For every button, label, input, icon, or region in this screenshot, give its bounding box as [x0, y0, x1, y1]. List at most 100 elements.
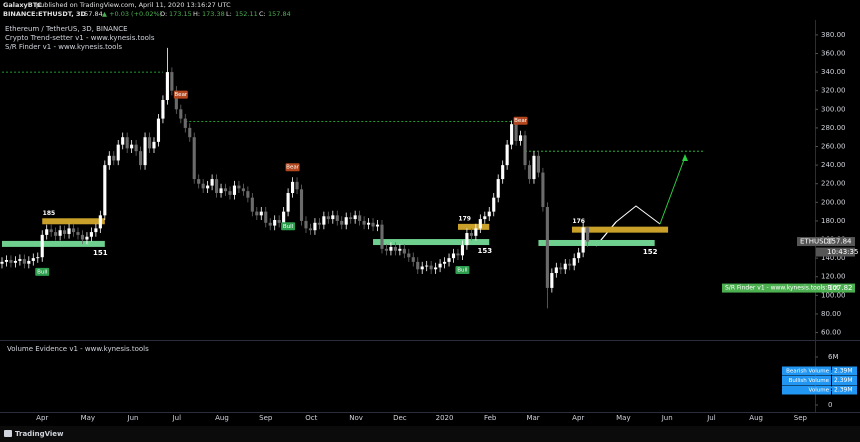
candle-body: [228, 191, 232, 195]
candle-body: [121, 137, 125, 145]
candle-body: [188, 127, 192, 138]
candle-body: [273, 220, 277, 226]
footer-brand: TradingView: [15, 430, 64, 438]
x-tick-label: Nov: [349, 414, 363, 422]
y-tick-label: 140.00: [821, 254, 846, 262]
candle-body: [514, 124, 518, 141]
candle-body: [559, 267, 563, 270]
candle-body: [80, 234, 85, 240]
volume-legend-box: [782, 366, 831, 376]
x-tick-label: Aug: [749, 414, 763, 422]
y-tick-label: 120.00: [821, 273, 846, 281]
volume-legend-name: Bullish Volume: [789, 378, 830, 384]
candle-body: [407, 253, 411, 258]
sr-label: 153: [477, 247, 492, 255]
candle-body: [425, 265, 429, 267]
candle-body: [451, 253, 456, 259]
candle-body: [349, 217, 353, 220]
candle-body: [492, 197, 496, 212]
candle-body: [340, 220, 344, 225]
x-tick-label: Jul: [706, 414, 716, 422]
candle-body: [18, 259, 22, 261]
candle-body: [353, 215, 357, 220]
candle-body: [358, 215, 362, 221]
candle-body: [469, 233, 473, 236]
candle-body: [36, 257, 40, 259]
candle-body: [94, 228, 98, 233]
y-tick-label: 380.00: [821, 31, 846, 39]
candle-body: [264, 211, 268, 223]
x-tick-label: Jun: [661, 414, 673, 422]
candle-body: [411, 257, 415, 262]
candle-body: [54, 232, 58, 236]
x-tick-label: Apr: [572, 414, 584, 422]
candle-body: [371, 222, 375, 227]
candle-body: [478, 219, 482, 229]
candle-body: [527, 165, 532, 180]
candle-body: [89, 232, 93, 237]
candle-body: [291, 181, 295, 194]
candle-body: [139, 151, 143, 166]
signal-label: Bull: [283, 224, 294, 230]
candle-body: [563, 263, 567, 270]
candle-body: [237, 185, 241, 189]
footer-bar: [0, 426, 860, 442]
x-tick-label: Jun: [127, 414, 139, 422]
candle-body: [130, 144, 134, 149]
candle-body: [49, 229, 53, 233]
candle-body: [429, 265, 433, 270]
sr-label: 185: [43, 210, 56, 217]
x-tick-label: Jul: [172, 414, 182, 422]
ohlc-value: 157.84: [268, 10, 291, 18]
x-tick-label: Dec: [393, 414, 407, 422]
candle-body: [389, 246, 393, 251]
candle-body: [22, 259, 26, 264]
x-tick-label: Sep: [259, 414, 273, 422]
logo: [4, 430, 12, 437]
candle-body: [322, 216, 326, 225]
candle-body: [161, 100, 165, 119]
volume-legend-value: 2.39M: [834, 377, 853, 384]
candle-body: [134, 144, 138, 152]
volume-legend-value-box: [832, 376, 857, 385]
candle-body: [420, 266, 424, 270]
candle-body: [434, 267, 438, 270]
candle-body: [393, 246, 397, 251]
candle-body: [125, 137, 129, 149]
candle-body: [367, 222, 371, 225]
signal-label: Bear: [286, 165, 300, 171]
candle-body: [474, 228, 478, 236]
candle-body: [282, 211, 286, 223]
volume-legend-value: 2.39M: [834, 387, 853, 394]
volume-legend-box: [782, 376, 831, 385]
sr-label: 151: [93, 249, 108, 257]
volume-legend-value-box: [832, 385, 857, 395]
ohlc-value: 152.11: [235, 10, 258, 18]
candle-body: [344, 217, 348, 225]
countdown: 10:43:35: [827, 248, 858, 256]
candle-body: [192, 137, 196, 180]
candle-body: [518, 135, 523, 141]
y-tick-label: 80.00: [821, 310, 841, 318]
candle-body: [45, 229, 49, 235]
ohlc-label: C:: [259, 10, 266, 18]
candle-body: [67, 228, 71, 234]
candle-body: [286, 193, 290, 212]
signal-label: Bear: [174, 92, 188, 98]
candle-body: [331, 215, 335, 220]
author: GalaxyBTC: [3, 1, 42, 9]
candle-body: [85, 236, 89, 240]
candle-body: [4, 260, 9, 262]
volume-tick-label: 6M: [828, 353, 839, 361]
sr-zone: [42, 218, 105, 225]
y-tick-label: 200.00: [821, 198, 846, 206]
candle-body: [442, 261, 447, 264]
candle-body: [206, 185, 210, 189]
candle-body: [255, 211, 259, 216]
signal-badge: [513, 116, 528, 125]
x-tick-label: Aug: [215, 414, 229, 422]
x-tick-label: 2020: [436, 414, 454, 422]
signal-badge: [173, 90, 188, 99]
